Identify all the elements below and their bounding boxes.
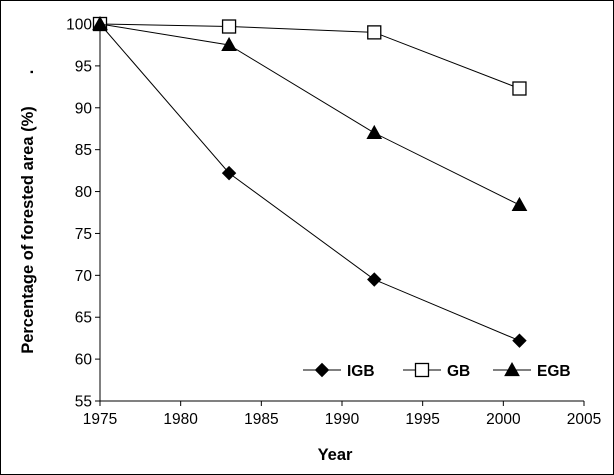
x-tick-label: 1975 <box>83 411 117 428</box>
legend-label-gb: GB <box>447 363 470 380</box>
legend-marker-egb <box>504 361 520 377</box>
series-egb <box>92 15 528 212</box>
legend-item-igb: IGB <box>303 362 375 380</box>
y-tick-label: 65 <box>75 310 92 327</box>
data-point-egb <box>221 36 237 52</box>
series-gb <box>92 16 527 96</box>
y-axis-title: Percentage of forested area (%) <box>19 106 37 354</box>
y-tick-label: 100 <box>66 17 92 34</box>
y-tick-label: 95 <box>75 58 92 75</box>
x-ticks: 1975 1980 1985 1990 1995 2000 2005 <box>83 401 601 428</box>
legend-marker-gb <box>414 362 430 378</box>
y-tick-label: 75 <box>75 226 92 243</box>
y-tick-label: 70 <box>75 268 93 285</box>
y-tick-label: 85 <box>75 142 92 159</box>
series-igb <box>92 16 527 348</box>
data-point-egb <box>511 196 528 212</box>
x-tick-label: 1990 <box>325 411 360 428</box>
data-point-egb <box>366 124 383 140</box>
y-tick-label: 90 <box>75 100 93 117</box>
axes <box>99 24 584 402</box>
x-tick-label: 2000 <box>486 411 521 428</box>
legend-item-egb: EGB <box>493 361 571 380</box>
series-line-gb <box>99 23 520 89</box>
y-tick-label: 80 <box>75 184 93 201</box>
data-point-gb <box>367 25 382 40</box>
x-tick-label: 1985 <box>244 411 278 428</box>
series-line-igb <box>99 23 520 342</box>
data-point-gb <box>221 19 237 34</box>
series-group <box>92 15 528 348</box>
x-axis-title: Year <box>318 446 353 464</box>
x-tick-label: 1980 <box>163 411 198 428</box>
data-point-igb <box>367 272 382 287</box>
data-point-igb <box>221 165 237 181</box>
y-ticks: 55 60 65 70 75 80 85 90 95 100 <box>66 17 100 411</box>
x-tick-label: 1995 <box>405 411 439 428</box>
x-tick-label: 2005 <box>567 411 601 428</box>
legend: IGB GB EGB <box>303 361 571 380</box>
data-point-gb <box>512 81 527 96</box>
y-tick-label: 60 <box>75 352 93 369</box>
series-line-egb <box>99 23 520 206</box>
legend-marker-igb <box>314 362 330 378</box>
data-point-igb <box>512 333 527 348</box>
data-point-egb <box>92 15 108 31</box>
y-axis-title-suffix: . <box>19 70 37 75</box>
legend-label-igb: IGB <box>347 363 375 380</box>
legend-item-gb: GB <box>403 362 470 380</box>
y-tick-label: 55 <box>75 394 92 411</box>
legend-label-egb: EGB <box>537 363 571 380</box>
